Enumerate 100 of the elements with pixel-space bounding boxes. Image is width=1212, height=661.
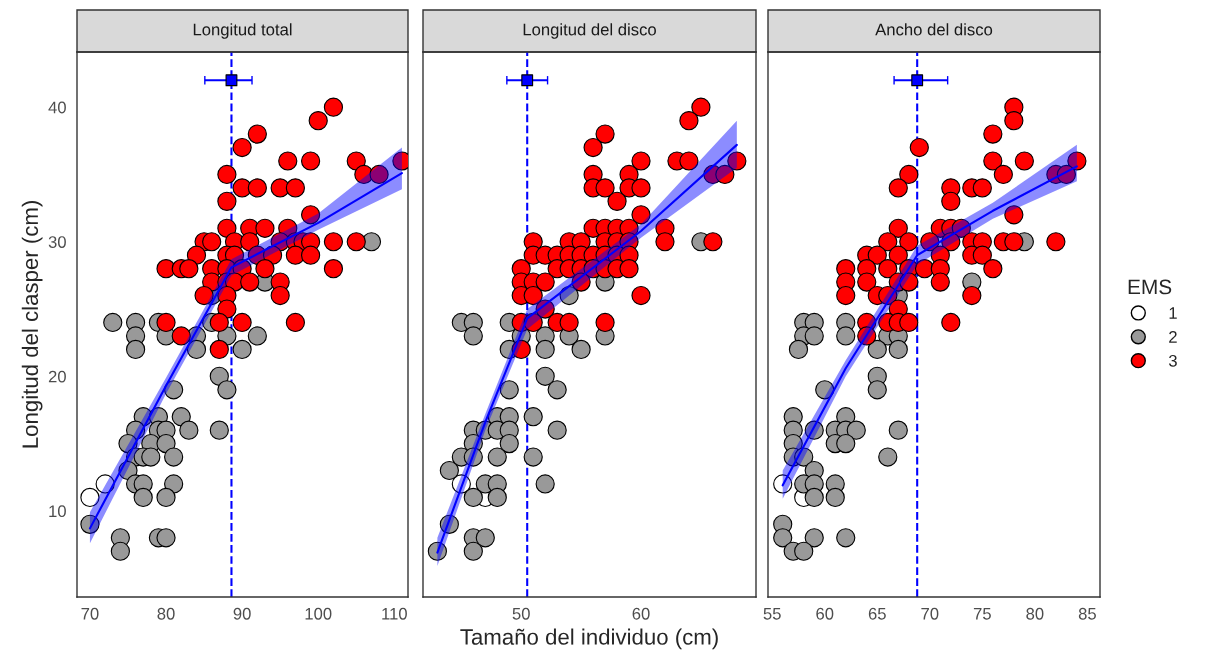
point — [547, 380, 567, 400]
x-tick-label: 65 — [868, 607, 886, 620]
x-tick-label: 80 — [1026, 607, 1044, 620]
point — [247, 326, 267, 346]
point — [487, 447, 507, 467]
point — [888, 218, 908, 238]
point — [867, 380, 887, 400]
x-tick-label: 80 — [157, 607, 175, 620]
x-tick-label: 70 — [81, 607, 99, 620]
point — [1004, 111, 1024, 131]
chart-title: Longitud total — [193, 23, 292, 39]
point — [888, 420, 908, 440]
point — [972, 245, 992, 265]
point — [125, 339, 146, 360]
y-axis-title: Longitud del clasper (cm) — [21, 201, 43, 448]
x-tick-label: 100 — [305, 607, 332, 620]
x-tick-label: 55 — [763, 608, 781, 620]
point — [888, 245, 908, 265]
point — [209, 420, 229, 440]
point — [867, 339, 887, 360]
point — [836, 433, 856, 454]
point — [788, 339, 809, 360]
point — [930, 272, 950, 292]
point — [439, 460, 459, 481]
point — [941, 191, 961, 211]
point — [571, 339, 591, 360]
point — [1046, 232, 1066, 252]
x-tick-label: 60 — [632, 607, 650, 620]
point — [427, 541, 447, 561]
point — [804, 528, 824, 548]
point — [878, 232, 898, 252]
point — [186, 339, 207, 360]
point — [463, 541, 483, 561]
point — [232, 339, 252, 360]
point — [836, 326, 856, 346]
y-tick-label: 40 — [48, 101, 66, 114]
point — [804, 326, 824, 346]
point — [1004, 205, 1024, 225]
x-tick-label: 85 — [1078, 607, 1096, 620]
point — [523, 447, 543, 467]
point — [878, 259, 898, 279]
x-tick-label: 75 — [973, 608, 991, 620]
point — [1004, 232, 1024, 252]
point — [983, 124, 1003, 144]
point — [867, 245, 887, 265]
point — [103, 312, 123, 333]
point — [499, 380, 519, 400]
point — [804, 487, 824, 508]
chart-title: Ancho del disco — [875, 23, 993, 36]
point — [463, 326, 483, 346]
x-tick-label: 50 — [512, 607, 530, 620]
point — [878, 447, 898, 467]
point — [1014, 151, 1034, 171]
point — [523, 407, 543, 427]
point — [836, 528, 856, 548]
point — [993, 164, 1013, 185]
point — [962, 285, 982, 306]
point — [773, 474, 793, 494]
point — [156, 528, 176, 548]
point — [95, 474, 115, 494]
point — [972, 178, 992, 198]
point — [899, 232, 919, 252]
x-tick-label: 70 — [921, 607, 939, 620]
point — [463, 487, 483, 508]
point — [815, 380, 835, 400]
point — [911, 74, 924, 87]
point — [80, 487, 100, 508]
legend-label: 3 — [1168, 354, 1177, 367]
point — [535, 366, 555, 386]
point — [825, 487, 845, 508]
y-tick-label: 30 — [48, 236, 66, 248]
point — [836, 285, 856, 306]
point — [179, 420, 199, 440]
point — [899, 164, 919, 185]
point — [487, 487, 507, 508]
point — [133, 487, 153, 508]
point — [941, 312, 961, 333]
x-tick-label: 110 — [382, 607, 407, 620]
legend-label: 1 — [1169, 307, 1177, 319]
point — [547, 420, 567, 440]
point — [156, 487, 176, 508]
point — [888, 339, 908, 360]
point — [217, 380, 237, 400]
point — [857, 272, 877, 292]
point — [888, 178, 908, 198]
point — [983, 151, 1003, 171]
point — [846, 420, 866, 440]
y-tick-label: 10 — [49, 505, 66, 518]
point — [1067, 151, 1087, 171]
x-tick-label: 90 — [233, 607, 251, 620]
point — [110, 541, 130, 561]
chart-title: Longitud del disco — [523, 23, 656, 39]
point — [983, 259, 1003, 279]
point — [164, 380, 184, 400]
point — [141, 447, 161, 467]
point — [499, 433, 519, 454]
point — [225, 74, 238, 87]
point — [909, 137, 929, 158]
point — [535, 474, 555, 494]
point — [164, 447, 184, 467]
